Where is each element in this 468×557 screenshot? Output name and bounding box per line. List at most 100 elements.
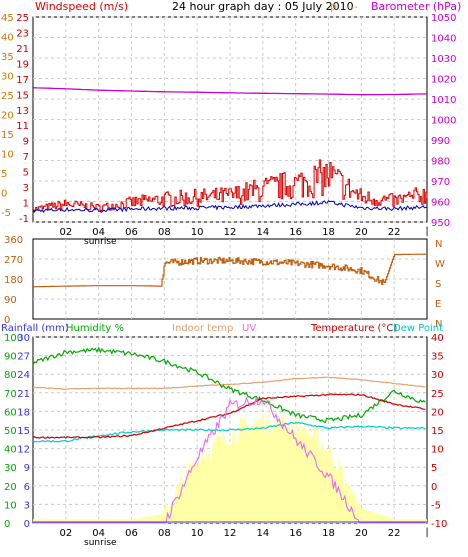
tick-hour: 20 <box>355 227 368 238</box>
tick-temperature: 30 <box>431 370 444 381</box>
tick-windspeed-inner: 9 <box>23 137 29 148</box>
tick-windspeed-inner: 5 <box>23 168 29 179</box>
barometer-title: Barometer (hPa) <box>371 0 461 13</box>
tick-hour: 08 <box>158 528 171 539</box>
sunrise-label: sunrise <box>84 538 117 548</box>
indoor-temp-line <box>32 376 426 391</box>
tick-compass: N <box>435 319 442 330</box>
tick-barometer: 1050 <box>431 13 456 24</box>
tick-humidity: 40 <box>4 445 17 456</box>
tick-windspeed-inner: 15 <box>16 90 29 101</box>
temperature-line <box>32 393 426 439</box>
legend-uv: UV <box>242 323 256 334</box>
tick-humidity: 20 <box>4 482 17 493</box>
axis-layer: 1050104010301020101010009909809709609504… <box>1 13 456 548</box>
tick-compass: S <box>435 279 441 290</box>
tick-barometer: 1000 <box>431 116 456 127</box>
legend-rainfall: Rainfall (mm) <box>1 323 69 334</box>
tick-hour: 02 <box>59 227 72 238</box>
tick-direction: 0 <box>4 315 10 326</box>
tick-hour: 06 <box>125 227 138 238</box>
tick-direction: 360 <box>4 235 23 246</box>
tick-humidity: 100 <box>4 333 23 344</box>
humidity-line <box>32 346 426 424</box>
tick-temperature: 20 <box>431 407 444 418</box>
tick-humidity: 70 <box>4 389 17 400</box>
tick-windspeed-outer: 30 <box>1 72 14 83</box>
dew-point-line <box>32 421 426 443</box>
tick-hour: 16 <box>289 227 302 238</box>
tick-barometer: 1040 <box>431 34 456 45</box>
tick-direction: 90 <box>4 295 17 306</box>
tick-windspeed-outer: 45 <box>1 13 14 24</box>
tick-temperature: 5 <box>431 463 437 474</box>
tick-windspeed-inner: 1 <box>23 199 29 210</box>
tick-barometer: 960 <box>431 198 450 209</box>
tick-compass: E <box>435 299 441 310</box>
tick-windspeed-inner: 23 <box>16 28 29 39</box>
tick-hour: 02 <box>59 528 72 539</box>
tick-barometer: 1030 <box>431 54 456 65</box>
tick-hour: 06 <box>125 528 138 539</box>
tick-hour: 16 <box>289 528 302 539</box>
tick-barometer: 1020 <box>431 75 456 86</box>
tick-temperature: -10 <box>431 519 447 530</box>
wind-direction-line <box>33 253 427 288</box>
tick-barometer: 1010 <box>431 95 456 106</box>
tick-rainfall: 21 <box>17 389 30 400</box>
tick-windspeed-outer: 5 <box>1 169 7 180</box>
tick-windspeed-inner: 21 <box>16 44 29 55</box>
tick-rainfall: 24 <box>17 370 30 381</box>
tick-hour: 10 <box>191 227 204 238</box>
tick-windspeed-inner: 25 <box>16 13 29 24</box>
tick-humidity: 60 <box>4 407 17 418</box>
tick-humidity: 30 <box>4 463 17 474</box>
tick-humidity: 10 <box>4 500 17 511</box>
windspeed-average-line <box>32 199 428 214</box>
tick-hour: 18 <box>322 227 335 238</box>
tick-humidity: 50 <box>4 426 17 437</box>
solar-area <box>33 408 427 523</box>
tick-compass: N <box>435 239 442 250</box>
tick-windspeed-outer: 10 <box>1 150 14 161</box>
tick-windspeed-inner: 7 <box>23 152 29 163</box>
tick-hour: 12 <box>224 528 237 539</box>
tick-barometer: 970 <box>431 177 450 188</box>
legend-dew-point: Dew Point <box>393 323 443 334</box>
tick-hour-end: | <box>425 226 428 237</box>
tick-direction: 180 <box>4 275 23 286</box>
tick-rainfall: 18 <box>17 407 30 418</box>
tick-temperature: 25 <box>431 389 444 400</box>
tick-rainfall: 12 <box>17 445 30 456</box>
tick-temperature: 40 <box>431 333 444 344</box>
tick-windspeed-outer: 15 <box>1 130 14 141</box>
tick-hour: 08 <box>158 227 171 238</box>
windspeed-title: Windspeed (m/s) <box>35 0 128 13</box>
tick-windspeed-outer: 35 <box>1 52 14 63</box>
tick-barometer: 950 <box>431 218 450 229</box>
tick-rainfall: 0 <box>24 519 30 530</box>
tick-temperature: 15 <box>431 426 444 437</box>
tick-windspeed-inner: 3 <box>23 183 29 194</box>
tick-hour: 22 <box>388 227 401 238</box>
tick-hour: 04 <box>92 528 105 539</box>
tick-hour: 18 <box>322 528 335 539</box>
tick-rainfall: 30 <box>17 333 30 344</box>
tick-barometer: 980 <box>431 157 450 168</box>
tick-compass: W <box>435 259 445 270</box>
barometer-line <box>32 87 428 96</box>
tick-windspeed-inner: -1 <box>19 214 29 225</box>
tick-rainfall: 9 <box>24 463 30 474</box>
tick-hour: 14 <box>256 528 269 539</box>
tick-windspeed-inner: 13 <box>16 106 29 117</box>
windspeed-gust-line <box>33 159 428 213</box>
tick-windspeed-outer: 25 <box>1 91 14 102</box>
tick-hour: 12 <box>224 227 237 238</box>
tick-windspeed-inner: 17 <box>16 75 29 86</box>
tick-windspeed-outer: 0 <box>1 189 7 200</box>
tick-humidity: 80 <box>4 370 17 381</box>
tick-barometer: 990 <box>431 136 450 147</box>
tick-rainfall: 6 <box>24 482 30 493</box>
tick-hour: 22 <box>388 528 401 539</box>
